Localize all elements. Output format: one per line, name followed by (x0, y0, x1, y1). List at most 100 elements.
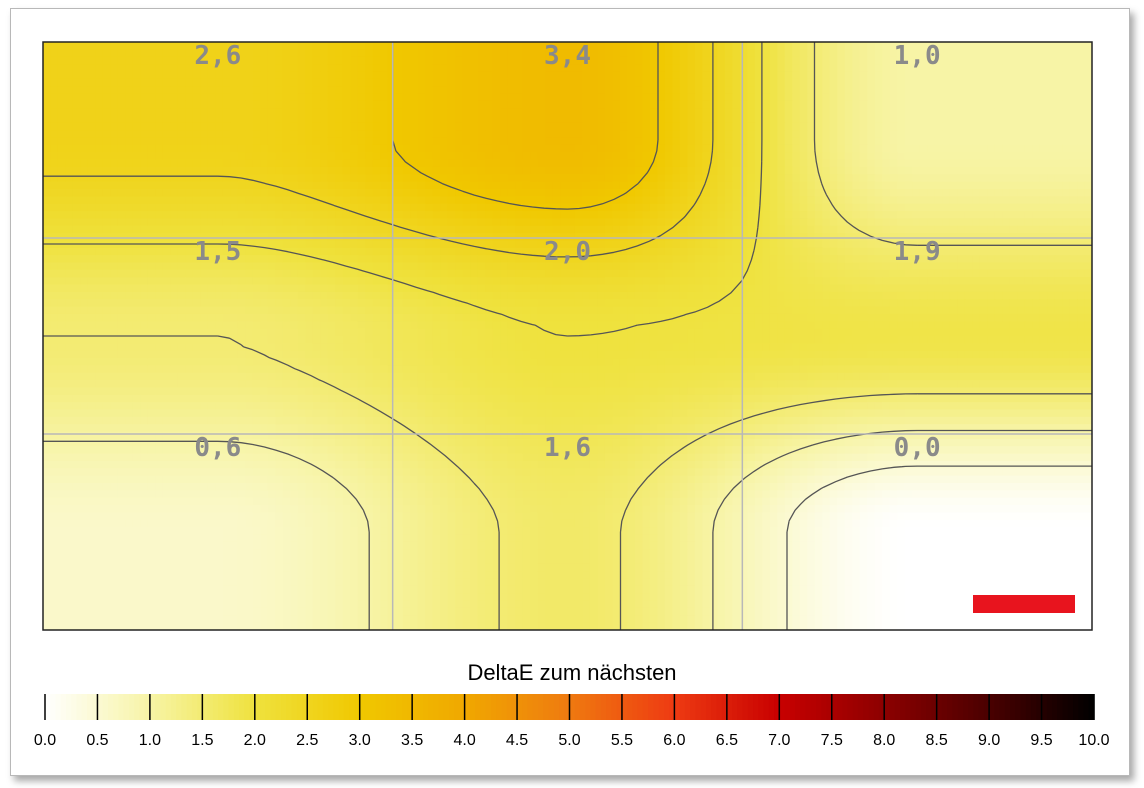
heatmap-cell (80, 277, 89, 286)
heatmap-cell (844, 255, 853, 264)
heatmap-cell (282, 181, 291, 190)
heatmap-cell (1024, 262, 1033, 271)
heatmap-cell (867, 115, 876, 124)
heatmap-cell (649, 225, 659, 234)
heatmap-cell (1039, 78, 1048, 87)
heatmap-cell (1017, 225, 1026, 234)
heatmap-cell (762, 71, 771, 80)
heatmap-cell (395, 291, 404, 300)
heatmap-cell (500, 144, 509, 153)
heatmap-cell (657, 203, 666, 212)
heatmap-cell (852, 86, 861, 95)
heatmap-cell (589, 78, 599, 87)
heatmap-cell (582, 225, 591, 234)
heatmap-cell (470, 93, 479, 102)
heatmap-cell (327, 159, 336, 168)
heatmap-cell (754, 233, 763, 242)
heatmap-cell (807, 247, 816, 256)
heatmap-cell (897, 262, 906, 271)
heatmap-cell (455, 225, 464, 234)
heatmap-cell (402, 247, 411, 256)
heatmap-cell (380, 240, 389, 249)
heatmap-cell (1024, 240, 1033, 249)
heatmap-cell (814, 86, 823, 95)
heatmap-cell (604, 277, 614, 286)
heatmap-cell (642, 100, 651, 109)
heatmap-cell (1017, 277, 1026, 286)
heatmap-cell (762, 166, 771, 175)
heatmap-cell (769, 115, 778, 124)
heatmap-cell (432, 56, 441, 65)
heatmap-cell (934, 240, 943, 249)
heatmap-cell (507, 86, 516, 95)
heatmap-cell (305, 233, 314, 242)
heatmap-cell (545, 137, 554, 146)
heatmap-cell (664, 218, 673, 227)
heatmap-cell (72, 137, 82, 146)
heatmap-cell (65, 159, 74, 168)
heatmap-cell (732, 211, 741, 219)
heatmap-cell (1069, 122, 1078, 131)
heatmap-cell (230, 64, 239, 72)
heatmap-cell (597, 115, 606, 124)
heatmap-cell (95, 203, 104, 212)
heatmap-cell (762, 130, 771, 139)
heatmap-cell (792, 196, 801, 205)
heatmap-cell (927, 291, 936, 300)
heatmap-cell (942, 255, 951, 264)
heatmap-cell (545, 122, 554, 131)
heatmap-cell (365, 247, 374, 256)
heatmap-cell (507, 78, 516, 87)
heatmap-cell (634, 159, 644, 168)
heatmap-cell (1069, 255, 1078, 264)
heatmap-cell (267, 49, 276, 58)
heatmap-cell (260, 144, 269, 153)
heatmap-cell (792, 218, 801, 227)
heatmap-cell (57, 233, 67, 242)
heatmap-cell (739, 93, 748, 102)
heatmap-cell (372, 108, 381, 117)
heatmap-cell (380, 211, 389, 219)
heatmap-cell (679, 247, 688, 256)
heatmap-cell (987, 108, 996, 117)
heatmap-cell (140, 218, 149, 227)
heatmap-cell (545, 247, 554, 256)
heatmap-cell (807, 159, 816, 168)
heatmap-cell (1054, 42, 1063, 50)
heatmap-cell (552, 277, 561, 286)
heatmap-cell (799, 78, 808, 87)
heatmap-cell (634, 269, 644, 278)
heatmap-cell (1069, 108, 1078, 117)
heatmap-cell (72, 64, 82, 72)
heatmap-cell (72, 71, 82, 80)
heatmap-cell (1062, 56, 1071, 65)
heatmap-cell (515, 152, 524, 161)
heatmap-cell (979, 108, 988, 117)
heatmap-cell (589, 262, 599, 271)
heatmap-cell (455, 137, 464, 146)
heatmap-cell (687, 49, 696, 58)
heatmap-cell (792, 181, 801, 190)
heatmap-cell (814, 78, 823, 87)
heatmap-cell (777, 137, 786, 146)
heatmap-cell (395, 203, 404, 212)
heatmap-cell (589, 166, 599, 175)
heatmap-cell (852, 225, 861, 234)
heatmap-cell (275, 255, 284, 264)
heatmap-cell (140, 152, 149, 161)
heatmap-cell (769, 159, 778, 168)
heatmap-cell (747, 181, 756, 190)
heatmap-cell (447, 233, 456, 242)
heatmap-cell (994, 166, 1003, 175)
heatmap-cell (230, 42, 239, 50)
heatmap-cell (102, 108, 112, 117)
heatmap-cell (552, 211, 561, 219)
heatmap-cell (222, 78, 231, 87)
heatmap-cell (612, 42, 621, 50)
heatmap-cell (365, 218, 374, 227)
heatmap-cell (492, 240, 501, 249)
heatmap-cell (912, 269, 921, 278)
heatmap-cell (1017, 144, 1026, 153)
heatmap-cell (170, 269, 179, 278)
heatmap-cell (739, 159, 748, 168)
